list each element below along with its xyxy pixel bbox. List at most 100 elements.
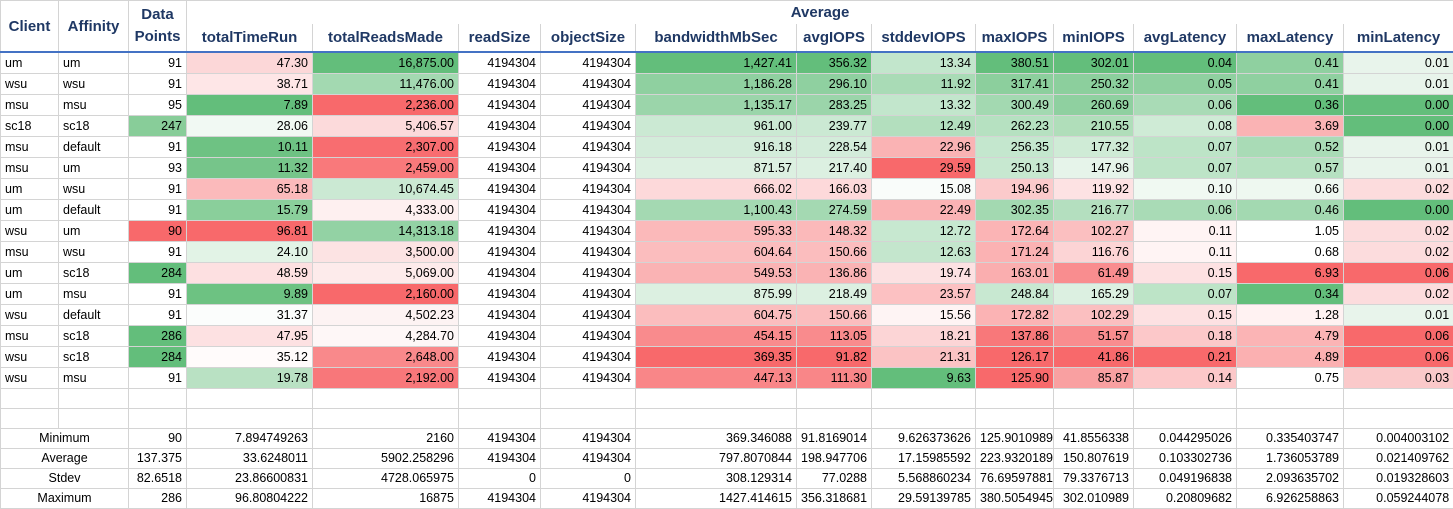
stat-value[interactable]: 16875 [313, 489, 459, 509]
cell-data-points[interactable]: 91 [129, 305, 187, 326]
cell-metric[interactable]: 136.86 [797, 263, 872, 284]
cell-client[interactable]: msu [1, 326, 59, 347]
cell-client[interactable]: msu [1, 137, 59, 158]
cell-metric[interactable]: 31.37 [187, 305, 313, 326]
cell-metric[interactable]: 12.72 [872, 221, 976, 242]
stat-value[interactable]: 380.5054945 [976, 489, 1054, 509]
cell-affinity[interactable]: msu [59, 368, 129, 389]
cell-metric[interactable]: 871.57 [636, 158, 797, 179]
cell-metric[interactable]: 0.36 [1237, 95, 1344, 116]
cell-metric[interactable]: 4194304 [459, 116, 541, 137]
empty-cell[interactable] [129, 409, 187, 429]
cell-metric[interactable]: 604.64 [636, 242, 797, 263]
cell-metric[interactable]: 172.82 [976, 305, 1054, 326]
cell-metric[interactable]: 13.34 [872, 52, 976, 74]
empty-cell[interactable] [129, 389, 187, 409]
cell-metric[interactable]: 38.71 [187, 74, 313, 95]
cell-metric[interactable]: 274.59 [797, 200, 872, 221]
cell-data-points[interactable]: 91 [129, 284, 187, 305]
cell-affinity[interactable]: wsu [59, 242, 129, 263]
stat-value[interactable]: 0.019328603 [1344, 469, 1453, 489]
stat-value[interactable]: 369.346088 [636, 429, 797, 449]
cell-metric[interactable]: 0.00 [1344, 95, 1453, 116]
cell-metric[interactable]: 218.49 [797, 284, 872, 305]
cell-metric[interactable]: 4194304 [541, 347, 636, 368]
cell-metric[interactable]: 4,502.23 [313, 305, 459, 326]
cell-metric[interactable]: 4194304 [541, 200, 636, 221]
empty-cell[interactable] [1054, 409, 1134, 429]
cell-metric[interactable]: 216.77 [1054, 200, 1134, 221]
cell-metric[interactable]: 85.87 [1054, 368, 1134, 389]
cell-metric[interactable]: 14,313.18 [313, 221, 459, 242]
cell-metric[interactable]: 250.32 [1054, 74, 1134, 95]
stat-value[interactable]: 4194304 [459, 429, 541, 449]
cell-metric[interactable]: 0.66 [1237, 179, 1344, 200]
cell-metric[interactable]: 0.06 [1344, 263, 1453, 284]
cell-metric[interactable]: 1,427.41 [636, 52, 797, 74]
stat-value[interactable]: 9.626373626 [872, 429, 976, 449]
cell-metric[interactable]: 0.01 [1344, 74, 1453, 95]
cell-metric[interactable]: 65.18 [187, 179, 313, 200]
stat-value[interactable]: 4194304 [541, 449, 636, 469]
cell-metric[interactable]: 9.89 [187, 284, 313, 305]
stat-value[interactable]: 797.8070844 [636, 449, 797, 469]
cell-affinity[interactable]: msu [59, 284, 129, 305]
cell-metric[interactable]: 11,476.00 [313, 74, 459, 95]
stat-value[interactable]: 125.9010989 [976, 429, 1054, 449]
header-metric[interactable]: minIOPS [1054, 24, 1134, 52]
empty-cell[interactable] [1344, 389, 1453, 409]
cell-metric[interactable]: 356.32 [797, 52, 872, 74]
cell-client[interactable]: msu [1, 242, 59, 263]
stat-value[interactable]: 33.6248011 [187, 449, 313, 469]
header-metric[interactable]: avgLatency [1134, 24, 1237, 52]
cell-client[interactable]: wsu [1, 347, 59, 368]
cell-metric[interactable]: 4.89 [1237, 347, 1344, 368]
stat-value[interactable]: 82.6518 [129, 469, 187, 489]
stat-value[interactable]: 0.021409762 [1344, 449, 1453, 469]
cell-metric[interactable]: 260.69 [1054, 95, 1134, 116]
header-affinity[interactable]: Affinity [59, 1, 129, 53]
cell-client[interactable]: um [1, 52, 59, 74]
cell-metric[interactable]: 0.75 [1237, 368, 1344, 389]
cell-client[interactable]: um [1, 284, 59, 305]
cell-metric[interactable]: 4194304 [541, 284, 636, 305]
cell-metric[interactable]: 4194304 [541, 179, 636, 200]
cell-metric[interactable]: 150.66 [797, 305, 872, 326]
cell-client[interactable]: um [1, 263, 59, 284]
cell-affinity[interactable]: default [59, 200, 129, 221]
cell-metric[interactable]: 296.10 [797, 74, 872, 95]
cell-metric[interactable]: 165.29 [1054, 284, 1134, 305]
cell-metric[interactable]: 47.30 [187, 52, 313, 74]
stat-label[interactable]: Minimum [1, 429, 129, 449]
cell-data-points[interactable]: 284 [129, 263, 187, 284]
cell-metric[interactable]: 102.27 [1054, 221, 1134, 242]
cell-metric[interactable]: 12.63 [872, 242, 976, 263]
cell-metric[interactable]: 51.57 [1054, 326, 1134, 347]
cell-client[interactable]: wsu [1, 74, 59, 95]
cell-metric[interactable]: 5,069.00 [313, 263, 459, 284]
cell-metric[interactable]: 317.41 [976, 74, 1054, 95]
cell-metric[interactable]: 0.01 [1344, 52, 1453, 74]
empty-cell[interactable] [1134, 389, 1237, 409]
empty-cell[interactable] [797, 409, 872, 429]
stat-value[interactable]: 96.80804222 [187, 489, 313, 509]
cell-metric[interactable]: 96.81 [187, 221, 313, 242]
cell-metric[interactable]: 4194304 [459, 347, 541, 368]
stat-value[interactable]: 77.0288 [797, 469, 872, 489]
cell-metric[interactable]: 300.49 [976, 95, 1054, 116]
cell-metric[interactable]: 35.12 [187, 347, 313, 368]
cell-metric[interactable]: 302.01 [1054, 52, 1134, 74]
stat-value[interactable]: 0.059244078 [1344, 489, 1453, 509]
cell-metric[interactable]: 0.57 [1237, 158, 1344, 179]
cell-metric[interactable]: 19.74 [872, 263, 976, 284]
cell-metric[interactable]: 0.41 [1237, 52, 1344, 74]
cell-metric[interactable]: 194.96 [976, 179, 1054, 200]
cell-metric[interactable]: 1.05 [1237, 221, 1344, 242]
stat-label[interactable]: Maximum [1, 489, 129, 509]
empty-cell[interactable] [872, 389, 976, 409]
empty-cell[interactable] [187, 389, 313, 409]
cell-metric[interactable]: 302.35 [976, 200, 1054, 221]
cell-affinity[interactable]: default [59, 137, 129, 158]
cell-metric[interactable]: 24.10 [187, 242, 313, 263]
stat-value[interactable]: 302.010989 [1054, 489, 1134, 509]
